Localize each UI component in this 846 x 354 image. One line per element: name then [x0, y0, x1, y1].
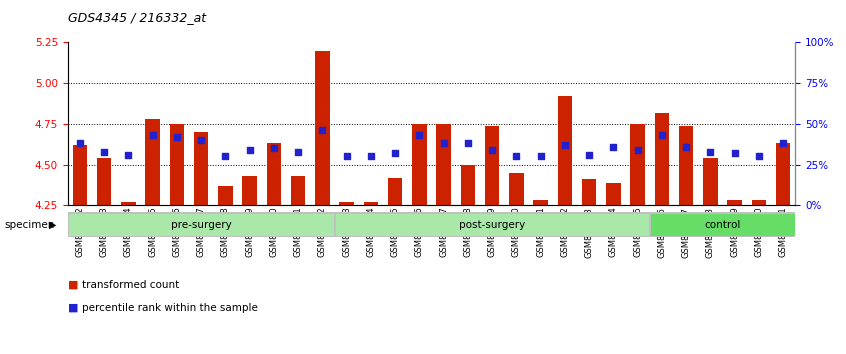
Bar: [728, 200, 742, 205]
Point: [316, 127, 329, 133]
Point: [582, 152, 596, 158]
Bar: [412, 124, 426, 205]
Bar: [218, 186, 233, 205]
Bar: [96, 158, 112, 205]
Point: [534, 154, 547, 159]
Point: [413, 132, 426, 138]
Point: [388, 150, 402, 156]
Text: transformed count: transformed count: [82, 280, 179, 290]
Bar: [387, 178, 403, 205]
Point: [195, 137, 208, 143]
Point: [777, 141, 790, 146]
Text: specimen: specimen: [4, 220, 55, 230]
Point: [291, 149, 305, 154]
Bar: [437, 124, 451, 205]
Text: ▶: ▶: [49, 220, 57, 230]
Bar: [73, 145, 87, 205]
Point: [146, 132, 159, 138]
Bar: [509, 173, 524, 205]
Bar: [582, 179, 596, 205]
Bar: [194, 132, 208, 205]
Point: [73, 141, 86, 146]
Bar: [336, 214, 649, 236]
Point: [340, 154, 354, 159]
Point: [728, 150, 741, 156]
Point: [267, 145, 281, 151]
Bar: [485, 126, 499, 205]
Text: pre-surgery: pre-surgery: [171, 220, 232, 230]
Bar: [291, 176, 305, 205]
Point: [704, 149, 717, 154]
Bar: [315, 51, 330, 205]
Point: [679, 144, 693, 149]
Bar: [606, 183, 621, 205]
Text: control: control: [705, 220, 740, 230]
Point: [97, 149, 111, 154]
Point: [631, 147, 645, 153]
Point: [607, 144, 620, 149]
Point: [243, 147, 256, 153]
Bar: [703, 158, 717, 205]
Point: [437, 141, 450, 146]
Bar: [558, 96, 572, 205]
Point: [509, 154, 523, 159]
Text: percentile rank within the sample: percentile rank within the sample: [82, 303, 258, 313]
Text: ■: ■: [68, 280, 78, 290]
Point: [364, 154, 377, 159]
Point: [486, 147, 499, 153]
Bar: [655, 113, 669, 205]
Bar: [630, 124, 645, 205]
Bar: [339, 202, 354, 205]
Text: ■: ■: [68, 303, 78, 313]
Point: [122, 152, 135, 158]
Bar: [751, 200, 766, 205]
Point: [558, 142, 572, 148]
Bar: [121, 202, 135, 205]
Point: [752, 154, 766, 159]
Bar: [678, 126, 694, 205]
Point: [218, 154, 232, 159]
Bar: [266, 143, 281, 205]
Point: [170, 134, 184, 140]
Text: GDS4345 / 216332_at: GDS4345 / 216332_at: [68, 11, 206, 24]
Bar: [776, 143, 790, 205]
Point: [461, 141, 475, 146]
Bar: [169, 124, 184, 205]
Bar: [460, 165, 475, 205]
Bar: [533, 200, 548, 205]
Bar: [242, 176, 257, 205]
Bar: [364, 202, 378, 205]
Text: post-surgery: post-surgery: [459, 220, 525, 230]
Bar: [69, 214, 333, 236]
Bar: [146, 119, 160, 205]
Bar: [651, 214, 794, 236]
Point: [655, 132, 668, 138]
